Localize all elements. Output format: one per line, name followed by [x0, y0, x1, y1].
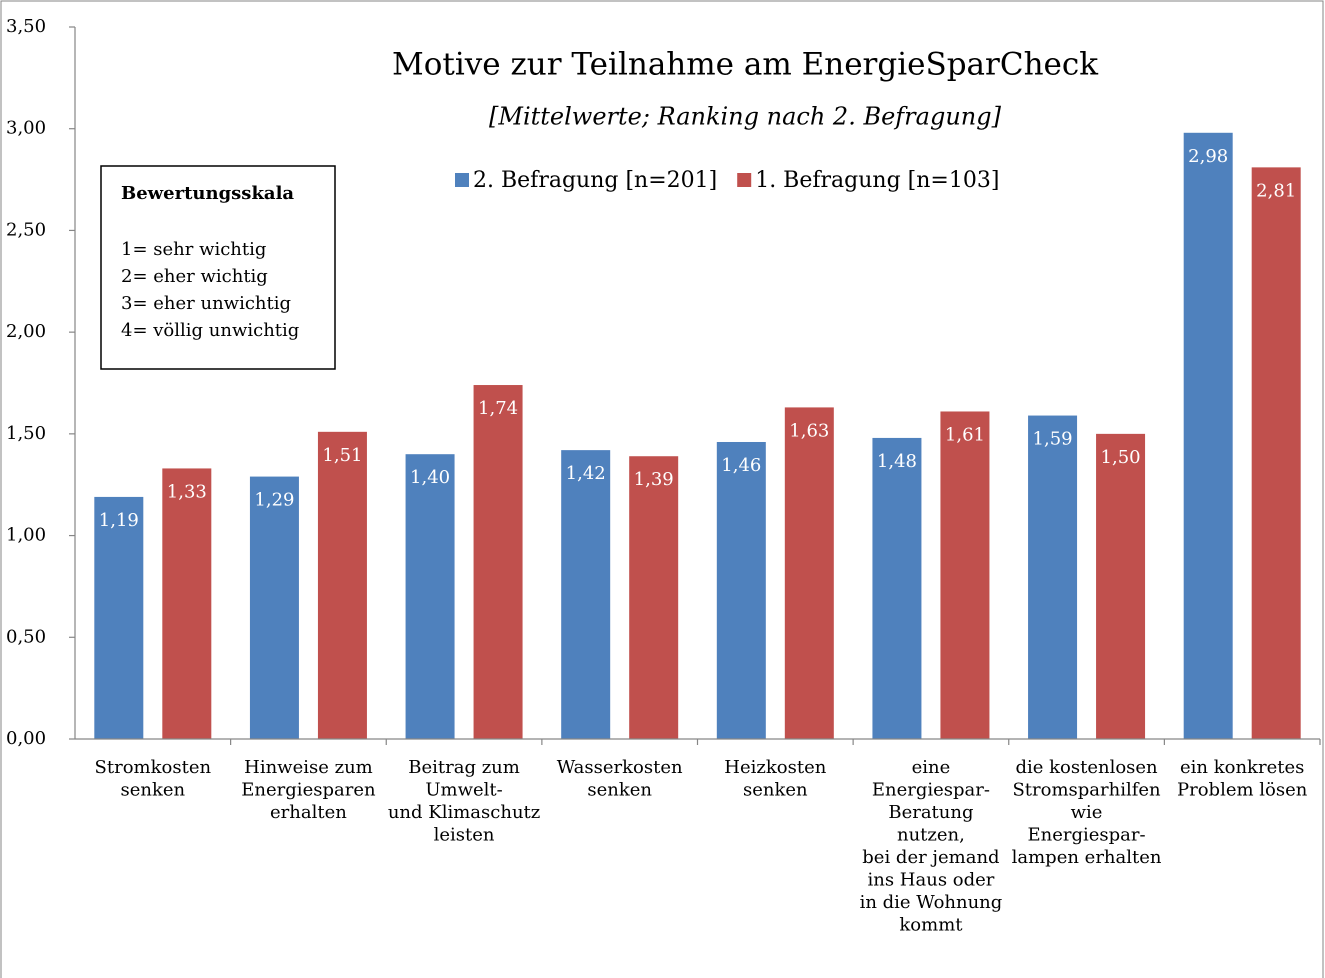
bar: [94, 496, 144, 739]
scale-box: [100, 165, 336, 370]
x-tick-label: Stromkosten senken: [95, 757, 212, 801]
y-tick-label: 3,00: [6, 118, 46, 139]
bar: [629, 456, 679, 739]
value-label: 1,59: [1033, 429, 1073, 450]
chart-title: Motive zur Teilnahme am EnergieSparCheck: [392, 47, 1098, 83]
value-label: 1,29: [254, 490, 294, 511]
value-label: 1,61: [945, 424, 985, 445]
scale-line: 4= völlig unwichtig: [121, 320, 299, 341]
value-label: 1,50: [1101, 447, 1141, 468]
chart-subtitle: [Mittelwerte; Ranking nach 2. Befragung]: [489, 103, 1002, 131]
value-label: 1,39: [634, 469, 674, 490]
y-tick-label: 2,50: [6, 219, 46, 240]
y-tick-label: 0,00: [6, 728, 46, 749]
scale-title: Bewertungsskala: [121, 183, 294, 204]
bar: [317, 431, 367, 739]
value-label: 1,19: [99, 510, 139, 531]
bar: [716, 441, 766, 739]
bar: [872, 437, 922, 739]
bar: [405, 454, 455, 739]
x-tick-label: Heizkosten senken: [724, 757, 826, 801]
bar: [162, 468, 212, 739]
bar: [561, 450, 611, 739]
legend-swatch: [455, 173, 469, 187]
value-label: 1,51: [322, 445, 362, 466]
value-label: 1,74: [478, 398, 518, 419]
bar: [473, 385, 523, 739]
value-label: 2,98: [1188, 146, 1228, 167]
scale-line: 2= eher wichtig: [121, 266, 268, 287]
value-label: 1,63: [789, 420, 829, 441]
y-tick-label: 2,00: [6, 321, 46, 342]
x-tick-label: Wasserkosten senken: [557, 757, 683, 801]
legend-label: 2. Befragung [n=201]: [473, 168, 717, 193]
value-label: 1,46: [721, 455, 761, 476]
value-label: 1,42: [566, 463, 606, 484]
bar: [784, 407, 834, 739]
y-tick-label: 0,50: [6, 626, 46, 647]
x-tick-label: die kostenlosen Stromsparhilfen wie Energie…: [1012, 757, 1162, 868]
legend-swatch: [737, 173, 752, 187]
value-label: 1,40: [410, 467, 450, 488]
bar: [1251, 167, 1301, 739]
bar: [940, 411, 990, 739]
x-tick-label: ein konkretes Problem lösen: [1177, 757, 1308, 801]
scale-line: 1= sehr wichtig: [121, 239, 266, 260]
bar: [1096, 433, 1146, 739]
bar: [1028, 415, 1078, 739]
y-tick-label: 1,00: [6, 525, 46, 546]
bar: [249, 476, 299, 739]
bar: [1183, 132, 1233, 740]
scale-line: 3= eher unwichtig: [121, 293, 291, 314]
x-tick-label: Beitrag zum Umwelt-und Klimaschutz leisten: [388, 757, 540, 846]
y-tick-label: 1,50: [6, 423, 46, 444]
value-label: 2,81: [1256, 180, 1296, 201]
y-tick-label: 3,50: [6, 16, 46, 37]
value-label: 1,33: [167, 481, 207, 502]
x-tick-label: Hinweise zum Energiesparen erhalten: [241, 757, 376, 823]
legend-label: 1. Befragung [n=103]: [755, 168, 999, 193]
value-label: 1,48: [877, 451, 917, 472]
x-tick-label: eine Energiespar-Beratung nutzen, bei der j…: [860, 757, 1003, 936]
